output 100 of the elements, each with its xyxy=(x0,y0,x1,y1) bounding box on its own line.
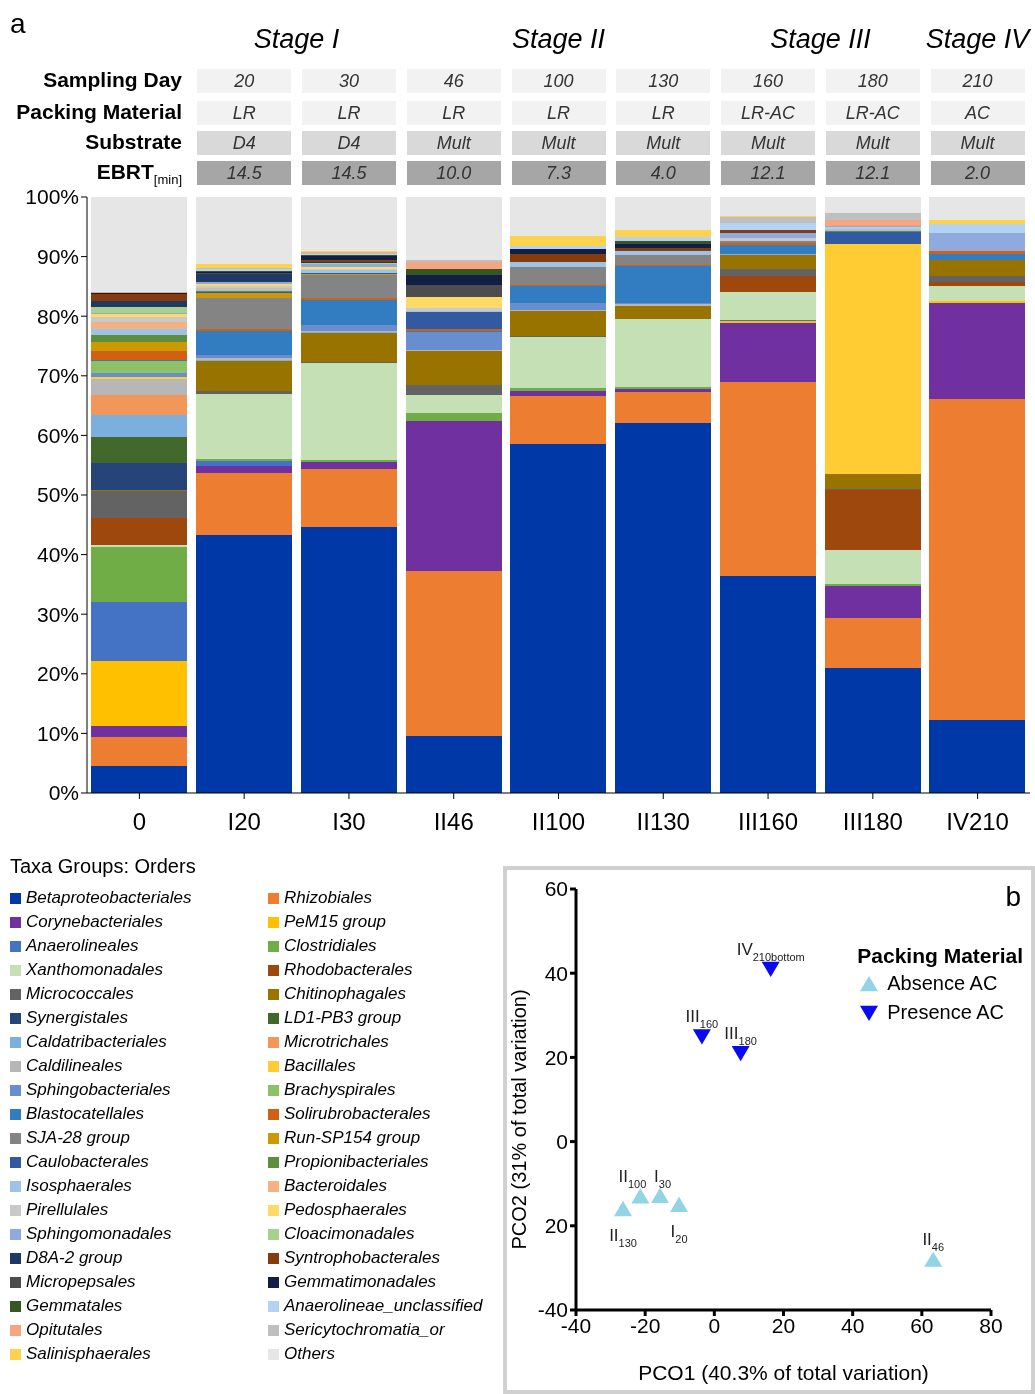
x-tick-label: IV210 xyxy=(946,808,1009,836)
legend-label: Gemmatales xyxy=(25,1296,124,1316)
text: LR xyxy=(406,101,501,125)
legend-label: Presence AC xyxy=(886,1001,1005,1024)
annotation: II$_{130}$ xyxy=(609,1225,637,1249)
x-tick-label: 20 xyxy=(771,1313,796,1337)
legend-label: Sericytochromatia_or xyxy=(283,1320,446,1340)
legend-label: Caldilineales xyxy=(25,1056,124,1076)
text: 14.5 xyxy=(197,161,292,185)
text: Mult xyxy=(406,131,501,155)
text: 12.1 xyxy=(721,161,816,185)
text: 20 xyxy=(197,69,292,93)
legend-label: Gemmatimonadales xyxy=(283,1272,438,1292)
text: 4.0 xyxy=(616,161,711,185)
y-tick-label: 60 xyxy=(544,877,568,901)
legend-label: D8A-2 group xyxy=(25,1248,124,1268)
text: Mult xyxy=(825,131,920,155)
legend-label: Anaerolineales xyxy=(24,936,140,956)
x-tick-label: I30 xyxy=(332,808,366,836)
text: 130 xyxy=(616,69,711,93)
annotation: III$_{180}$ xyxy=(724,1024,757,1048)
legend-label: Brachyspirales xyxy=(283,1080,397,1100)
text: 14.5 xyxy=(301,161,396,185)
text: 100 xyxy=(511,69,606,93)
annotation: IV$_{210bottom}$ xyxy=(736,939,805,963)
text: Mult xyxy=(616,131,711,155)
x-tick-label: 0 xyxy=(132,808,147,836)
text: Packing Material xyxy=(16,100,182,124)
y-tick-label: 0 xyxy=(556,1130,568,1154)
text: EBRT$_{[min]}$ xyxy=(96,160,182,188)
y-tick-label: 40% xyxy=(36,543,79,567)
x-tick-label: -20 xyxy=(629,1313,661,1337)
text: Stage II xyxy=(510,24,607,55)
legend-label: Caulobacterales xyxy=(25,1152,150,1172)
legend-label: Isosphaerales xyxy=(25,1176,133,1196)
text: D4 xyxy=(301,131,396,155)
text: Stage I xyxy=(252,24,341,55)
legend-label: Corynebacteriales xyxy=(25,912,164,932)
annotation: II$_{46}$ xyxy=(922,1230,945,1254)
text: 30 xyxy=(301,69,396,93)
legend-label: Opitutales xyxy=(25,1320,104,1340)
y-tick-label: 30% xyxy=(36,602,79,626)
legend-label: Propionibacteriales xyxy=(283,1152,430,1172)
legend-label: Blastocatellales xyxy=(25,1104,146,1124)
legend-label: Salinisphaerales xyxy=(25,1344,152,1364)
annotation: I$_{20}$ xyxy=(670,1221,688,1245)
legend-title: Taxa Groups: Orders xyxy=(10,855,197,878)
x-tick-label: II130 xyxy=(636,808,690,836)
x-tick-label: II46 xyxy=(433,808,474,836)
x-tick-label: III160 xyxy=(738,808,799,836)
text: Mult xyxy=(511,131,606,155)
y-tick-label: 20 xyxy=(544,1214,568,1238)
legend-label: Others xyxy=(283,1344,337,1364)
x-tick-label: II100 xyxy=(531,808,586,836)
legend-label: LD1-PB3 group xyxy=(283,1008,403,1028)
legend-label: Run-SP154 group xyxy=(283,1128,422,1148)
text: 10.0 xyxy=(406,161,501,185)
text: Mult xyxy=(721,131,816,155)
legend-label: Pirellulales xyxy=(25,1200,110,1220)
x-tick-label: 0 xyxy=(708,1313,721,1337)
text: LR xyxy=(301,101,396,125)
x-axis-title: PCO1 (40.3% of total variation) xyxy=(638,1361,929,1384)
legend-title: Packing Material xyxy=(857,944,1023,968)
text: LR xyxy=(511,101,606,125)
legend-label: Bacillales xyxy=(283,1056,357,1076)
text: a xyxy=(10,8,26,40)
y-tick-label: 60% xyxy=(36,423,79,447)
text: LR xyxy=(197,101,292,125)
y-tick-label: 100% xyxy=(25,185,79,209)
text: 210 xyxy=(930,69,1025,93)
y-tick-label: 50% xyxy=(36,483,79,507)
x-tick-label: I20 xyxy=(227,808,261,836)
legend-label: Pedosphaerales xyxy=(283,1200,408,1220)
text: 46 xyxy=(406,69,501,93)
legend-label: Betaproteobacteriales xyxy=(25,888,193,908)
legend-label: Chitinophagales xyxy=(283,984,407,1004)
legend-label: Clostridiales xyxy=(283,936,378,956)
text: LR-AC xyxy=(825,101,920,125)
y-tick-label: 20% xyxy=(36,662,79,686)
text: b xyxy=(1005,881,1021,912)
y-tick-label: 90% xyxy=(36,245,79,269)
legend-label: Solirubrobacterales xyxy=(283,1104,432,1124)
legend-label: Cloacimonadales xyxy=(283,1224,416,1244)
text: 160 xyxy=(721,69,816,93)
y-axis-title: PCO2 (31% of total variation) xyxy=(508,989,531,1250)
legend-label: Synergistales xyxy=(25,1008,130,1028)
y-tick-label: 20 xyxy=(544,1045,568,1069)
text: Stage III xyxy=(769,24,872,55)
text: Substrate xyxy=(85,130,182,154)
y-tick-label: 80% xyxy=(36,304,79,328)
y-tick-label: 10% xyxy=(36,721,79,745)
annotation: III$_{160}$ xyxy=(685,1007,719,1031)
text: 12.1 xyxy=(825,161,920,185)
legend-label: Bacteroidales xyxy=(283,1176,388,1196)
text: 2.0 xyxy=(930,161,1025,185)
legend-label: Xanthomonadales xyxy=(25,960,165,980)
x-tick-label: III180 xyxy=(842,808,903,836)
text: 180 xyxy=(825,69,920,93)
legend-label: Micrococcales xyxy=(25,984,135,1004)
text: AC xyxy=(930,101,1025,125)
